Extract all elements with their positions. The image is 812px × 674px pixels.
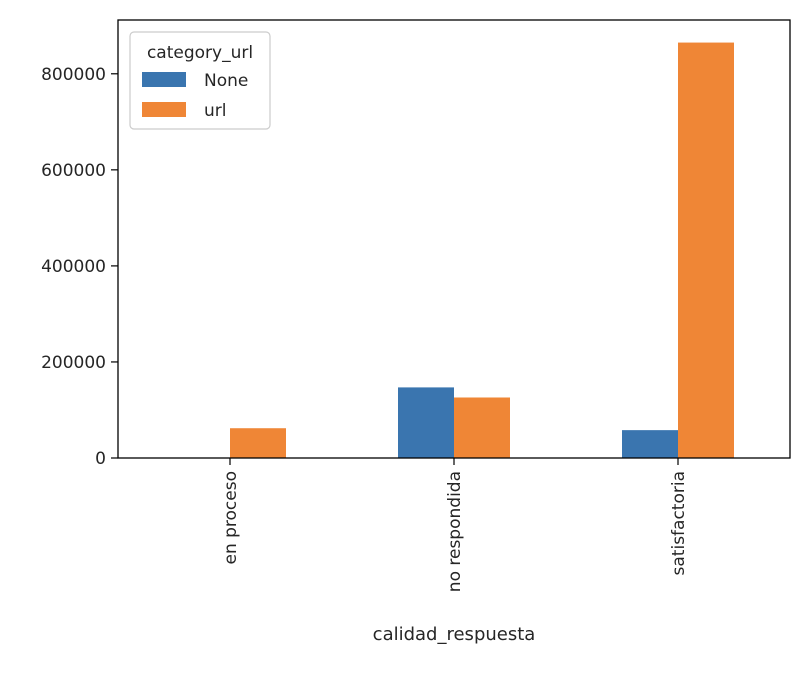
- x-tick-label: no respondida: [445, 471, 465, 592]
- y-tick-label: 800000: [41, 65, 106, 85]
- bar-none-no-respondida: [398, 387, 454, 458]
- legend: category_url None url: [129, 31, 271, 130]
- x-tick-label: en proceso: [221, 471, 241, 565]
- y-axis: 0 200000 400000 600000 800000: [41, 65, 118, 469]
- x-axis: en proceso no respondida satisfactoria: [221, 458, 689, 592]
- legend-swatch-url: [142, 102, 186, 117]
- bar-url-satisfactoria: [678, 42, 734, 458]
- bar-none-satisfactoria: [622, 430, 678, 458]
- legend-title: category_url: [147, 43, 253, 63]
- y-tick-label: 400000: [41, 257, 106, 277]
- legend-label-url: url: [204, 101, 227, 121]
- y-tick-label: 600000: [41, 161, 106, 181]
- x-axis-title: calidad_respuesta: [373, 624, 536, 645]
- x-tick-label: satisfactoria: [669, 471, 689, 575]
- bar-url-no-respondida: [454, 397, 510, 458]
- y-tick-label: 200000: [41, 353, 106, 373]
- bars-layer: [230, 42, 734, 458]
- legend-label-none: None: [204, 71, 248, 91]
- legend-swatch-none: [142, 72, 186, 87]
- y-tick-label: 0: [95, 449, 106, 469]
- bar-url-en-proceso: [230, 428, 286, 458]
